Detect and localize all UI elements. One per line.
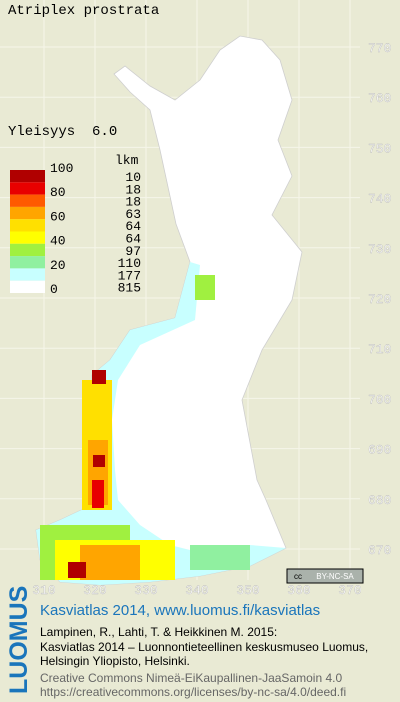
license-line: Creative Commons Nimeä-EiKaupallinen-Jaa…: [40, 671, 342, 685]
legend-level: 100: [50, 161, 73, 176]
citation-line: Helsingin Yliopisto, Helsinki.: [40, 654, 190, 668]
citation-line: Lampinen, R., Lahti, T. & Heikkinen M. 2…: [40, 625, 277, 639]
legend-swatch: [10, 206, 45, 220]
easting-label: 350: [236, 583, 259, 598]
northing-label: 770: [368, 41, 391, 56]
easting-label: 360: [287, 583, 310, 598]
frequency-index: Yleisyys 6.0: [8, 124, 117, 140]
count-heading: lkm: [115, 153, 139, 168]
legend-swatch: [10, 256, 45, 269]
luomus-logo: LUOMUS: [5, 586, 33, 694]
northing-label: 690: [368, 443, 391, 458]
legend-level: 0: [50, 282, 58, 297]
legend-swatch: [10, 231, 45, 244]
legend-swatch: [10, 219, 45, 232]
northing-label: 720: [368, 292, 391, 307]
legend-level: 40: [50, 234, 66, 249]
northing-label: 680: [368, 493, 391, 508]
legend-count: 63: [125, 207, 141, 222]
northing-label: 740: [368, 192, 391, 207]
legend-count: 97: [125, 244, 141, 259]
legend-swatch: [10, 243, 45, 257]
easting-label: 370: [338, 583, 361, 598]
badge-icon: cc: [294, 572, 302, 581]
legend-swatch: [10, 268, 45, 281]
legend-count: 18: [125, 195, 141, 210]
legend-level: 60: [50, 209, 66, 224]
species-title: Atriplex prostrata: [8, 3, 159, 19]
legend-count: 10: [125, 170, 141, 185]
legend-count: 18: [125, 182, 141, 197]
legend-level: 20: [50, 258, 66, 273]
citation-line: Kasviatlas 2014 – Luonnontieteellinen ke…: [40, 640, 368, 654]
footer-heading: Kasviatlas 2014, www.luomus.fi/kasviatla…: [40, 602, 320, 619]
license-line: https://creativecommons.org/licenses/by-…: [40, 685, 346, 699]
easting-label: 330: [134, 583, 157, 598]
legend-count: 815: [118, 281, 141, 296]
legend-count: 64: [125, 232, 141, 247]
northing-label: 730: [368, 242, 391, 257]
legend-count: 177: [118, 268, 141, 283]
northing-label: 710: [368, 342, 391, 357]
badge-box: [286, 568, 364, 584]
northing-label: 670: [368, 543, 391, 558]
legend-count: 64: [125, 219, 141, 234]
northing-label: 760: [368, 91, 391, 106]
annotations: 770 760 750 740 730 720 710 700 690 680 670 310 320 3…: [10, 41, 392, 598]
legend-swatch: [10, 194, 45, 207]
occurrence-cells: [36, 262, 286, 585]
northing-label: 750: [368, 141, 391, 156]
easting-label: 340: [185, 583, 208, 598]
easting-label: 310: [32, 583, 55, 598]
badge-text: BY-NC-SA: [316, 572, 354, 581]
northing-label: 700: [368, 392, 391, 407]
license-badge: cc BY-NC-SA: [286, 568, 364, 584]
legend-swatch: [10, 280, 45, 293]
easting-label: 320: [83, 583, 106, 598]
legend-swatch: [10, 170, 45, 183]
legend-count: 110: [118, 256, 141, 271]
legend-level: 80: [50, 185, 66, 200]
legend-swatch: [10, 182, 45, 195]
